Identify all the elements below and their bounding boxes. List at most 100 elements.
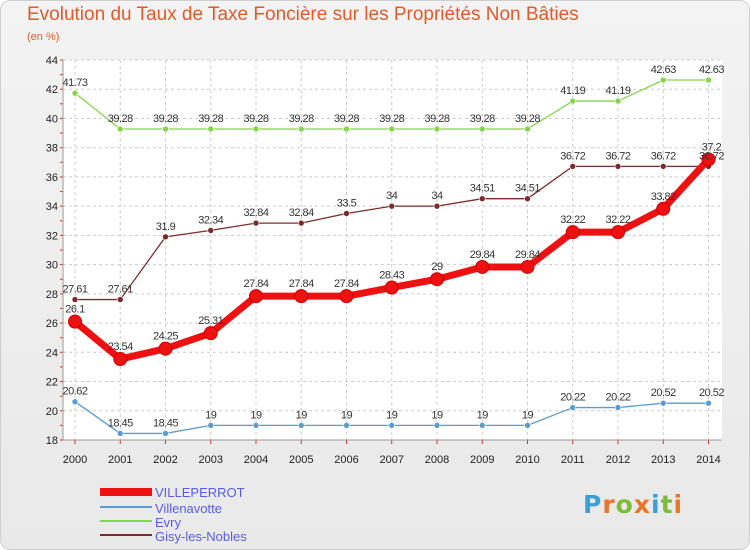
- y-tick-label: 38: [46, 143, 58, 155]
- data-label-evry: 39.28: [379, 113, 404, 125]
- x-tick-label: 2006: [334, 454, 358, 466]
- data-point-evry: [71, 89, 79, 97]
- data-point-gisy-les-nobles: [343, 210, 350, 217]
- y-tick-label: 24: [46, 347, 58, 359]
- data-point-evry: [659, 76, 667, 84]
- data-label-villeperrot: 32.22: [605, 214, 630, 226]
- data-point-evry: [388, 125, 396, 133]
- data-label-villeperrot: 29.84: [515, 249, 540, 261]
- data-label-villenavotte: 18.45: [153, 417, 178, 429]
- data-point-gisy-les-nobles: [524, 195, 531, 202]
- y-tick-label: 18: [46, 435, 58, 447]
- data-label-villenavotte: 19: [250, 409, 262, 421]
- logo-letter: i: [673, 490, 684, 519]
- data-labels-layer: 41.73 39.28 39.28 39.28 39.28 39.28 39.28 39.28…: [62, 64, 724, 429]
- data-label-gisy-les-nobles: 34: [431, 190, 443, 202]
- x-tick-label: 2013: [651, 454, 675, 466]
- legend-label-evry: Evry: [155, 515, 181, 530]
- x-tick-label: 2000: [63, 454, 87, 466]
- data-label-evry: 39.28: [153, 113, 178, 125]
- data-point-evry: [705, 76, 712, 84]
- legend-label-villeperrot: VILLEPERROT: [155, 485, 245, 500]
- data-point-gisy-les-nobles: [252, 219, 260, 227]
- data-point-villenavotte: [207, 422, 215, 429]
- y-tick-label: 42: [46, 84, 58, 96]
- data-point-gisy-les-nobles: [388, 202, 396, 210]
- data-label-villeperrot: 29: [431, 261, 443, 273]
- data-label-villeperrot: 24.25: [153, 331, 178, 343]
- x-tick-label: 2005: [289, 454, 313, 466]
- y-tick-label: 32: [46, 230, 58, 242]
- data-point-villenavotte: [162, 430, 169, 437]
- x-tick-label: 2003: [199, 454, 223, 466]
- data-label-villeperrot: 32.22: [560, 214, 585, 226]
- logo-letter: i: [651, 490, 661, 519]
- data-point-villeperrot: [611, 225, 625, 240]
- legend-label-gisy-les-nobles: Gisy-les-Nobles: [155, 529, 247, 544]
- y-tick-label: 22: [46, 377, 58, 389]
- data-label-gisy-les-nobles: 32.84: [289, 207, 314, 219]
- data-label-villenavotte: 20.62: [62, 386, 87, 398]
- legend-label-villenavotte: Villenavotte: [155, 501, 222, 516]
- data-label-evry: 39.28: [424, 113, 449, 125]
- data-point-villenavotte: [478, 422, 486, 429]
- data-label-villenavotte: 19: [205, 409, 217, 421]
- data-point-villenavotte: [343, 422, 350, 429]
- data-label-gisy-les-nobles: 36.72: [605, 150, 630, 162]
- data-point-evry: [207, 125, 215, 133]
- data-label-villenavotte: 18.45: [108, 417, 133, 429]
- data-label-evry: 39.28: [289, 113, 314, 125]
- x-tick-label: 2009: [470, 454, 494, 466]
- data-point-villenavotte: [524, 422, 531, 429]
- data-point-villeperrot: [520, 259, 535, 274]
- legend-layer: [100, 488, 152, 536]
- data-point-villenavotte: [705, 399, 712, 407]
- data-label-villeperrot: 28.43: [379, 270, 404, 282]
- data-label-gisy-les-nobles: 32.34: [198, 214, 223, 226]
- data-point-villeperrot: [339, 289, 354, 304]
- data-point-evry: [343, 125, 350, 133]
- data-point-evry: [614, 97, 622, 105]
- data-point-gisy-les-nobles: [297, 219, 305, 227]
- data-point-gisy-les-nobles: [162, 233, 169, 241]
- data-point-villeperrot: [158, 341, 173, 356]
- data-label-villenavotte: 20.52: [651, 387, 676, 399]
- y-tick-label: 26: [46, 318, 58, 330]
- data-point-villenavotte: [614, 404, 622, 411]
- data-point-villeperrot: [565, 225, 580, 240]
- data-label-villenavotte: 19: [522, 409, 534, 421]
- data-point-gisy-les-nobles: [433, 202, 441, 210]
- logo-letter: t: [660, 490, 674, 519]
- data-point-villeperrot: [203, 326, 218, 341]
- data-label-villenavotte: 20.22: [560, 392, 585, 404]
- data-label-villenavotte: 19: [296, 409, 308, 421]
- data-point-villenavotte: [659, 399, 667, 407]
- data-point-evry: [524, 125, 531, 133]
- data-point-villenavotte: [252, 422, 260, 429]
- data-point-gisy-les-nobles: [569, 163, 577, 170]
- data-label-evry: 41.19: [560, 85, 585, 97]
- data-label-evry: 39.28: [198, 113, 223, 125]
- x-tick-label: 2007: [380, 454, 404, 466]
- data-label-villeperrot: 25.31: [198, 315, 223, 327]
- logo-letter: x: [633, 490, 651, 519]
- data-label-villeperrot: 26.1: [65, 304, 85, 316]
- data-label-gisy-les-nobles: 36.72: [699, 150, 724, 162]
- x-tick-label: 2014: [696, 454, 720, 466]
- x-tick-label: 2012: [606, 454, 630, 466]
- data-label-gisy-les-nobles: 31.9: [156, 221, 176, 233]
- plot-area: [63, 60, 722, 440]
- y-tick-label: 36: [46, 172, 58, 184]
- data-label-evry: 39.28: [243, 113, 268, 125]
- data-point-gisy-les-nobles: [659, 163, 667, 170]
- y-tick-label: 40: [46, 113, 58, 125]
- data-label-villeperrot: 27.84: [243, 278, 268, 290]
- x-tick-label: 2010: [515, 454, 539, 466]
- data-point-villenavotte: [116, 430, 124, 437]
- data-point-villeperrot: [249, 289, 263, 304]
- logo-letter: r: [602, 490, 616, 519]
- y-tick-label: 28: [46, 289, 58, 301]
- data-label-villeperrot: 27.84: [334, 278, 359, 290]
- data-point-villeperrot: [475, 259, 490, 274]
